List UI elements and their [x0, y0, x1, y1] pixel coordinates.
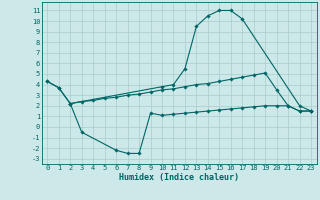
X-axis label: Humidex (Indice chaleur): Humidex (Indice chaleur) — [119, 173, 239, 182]
